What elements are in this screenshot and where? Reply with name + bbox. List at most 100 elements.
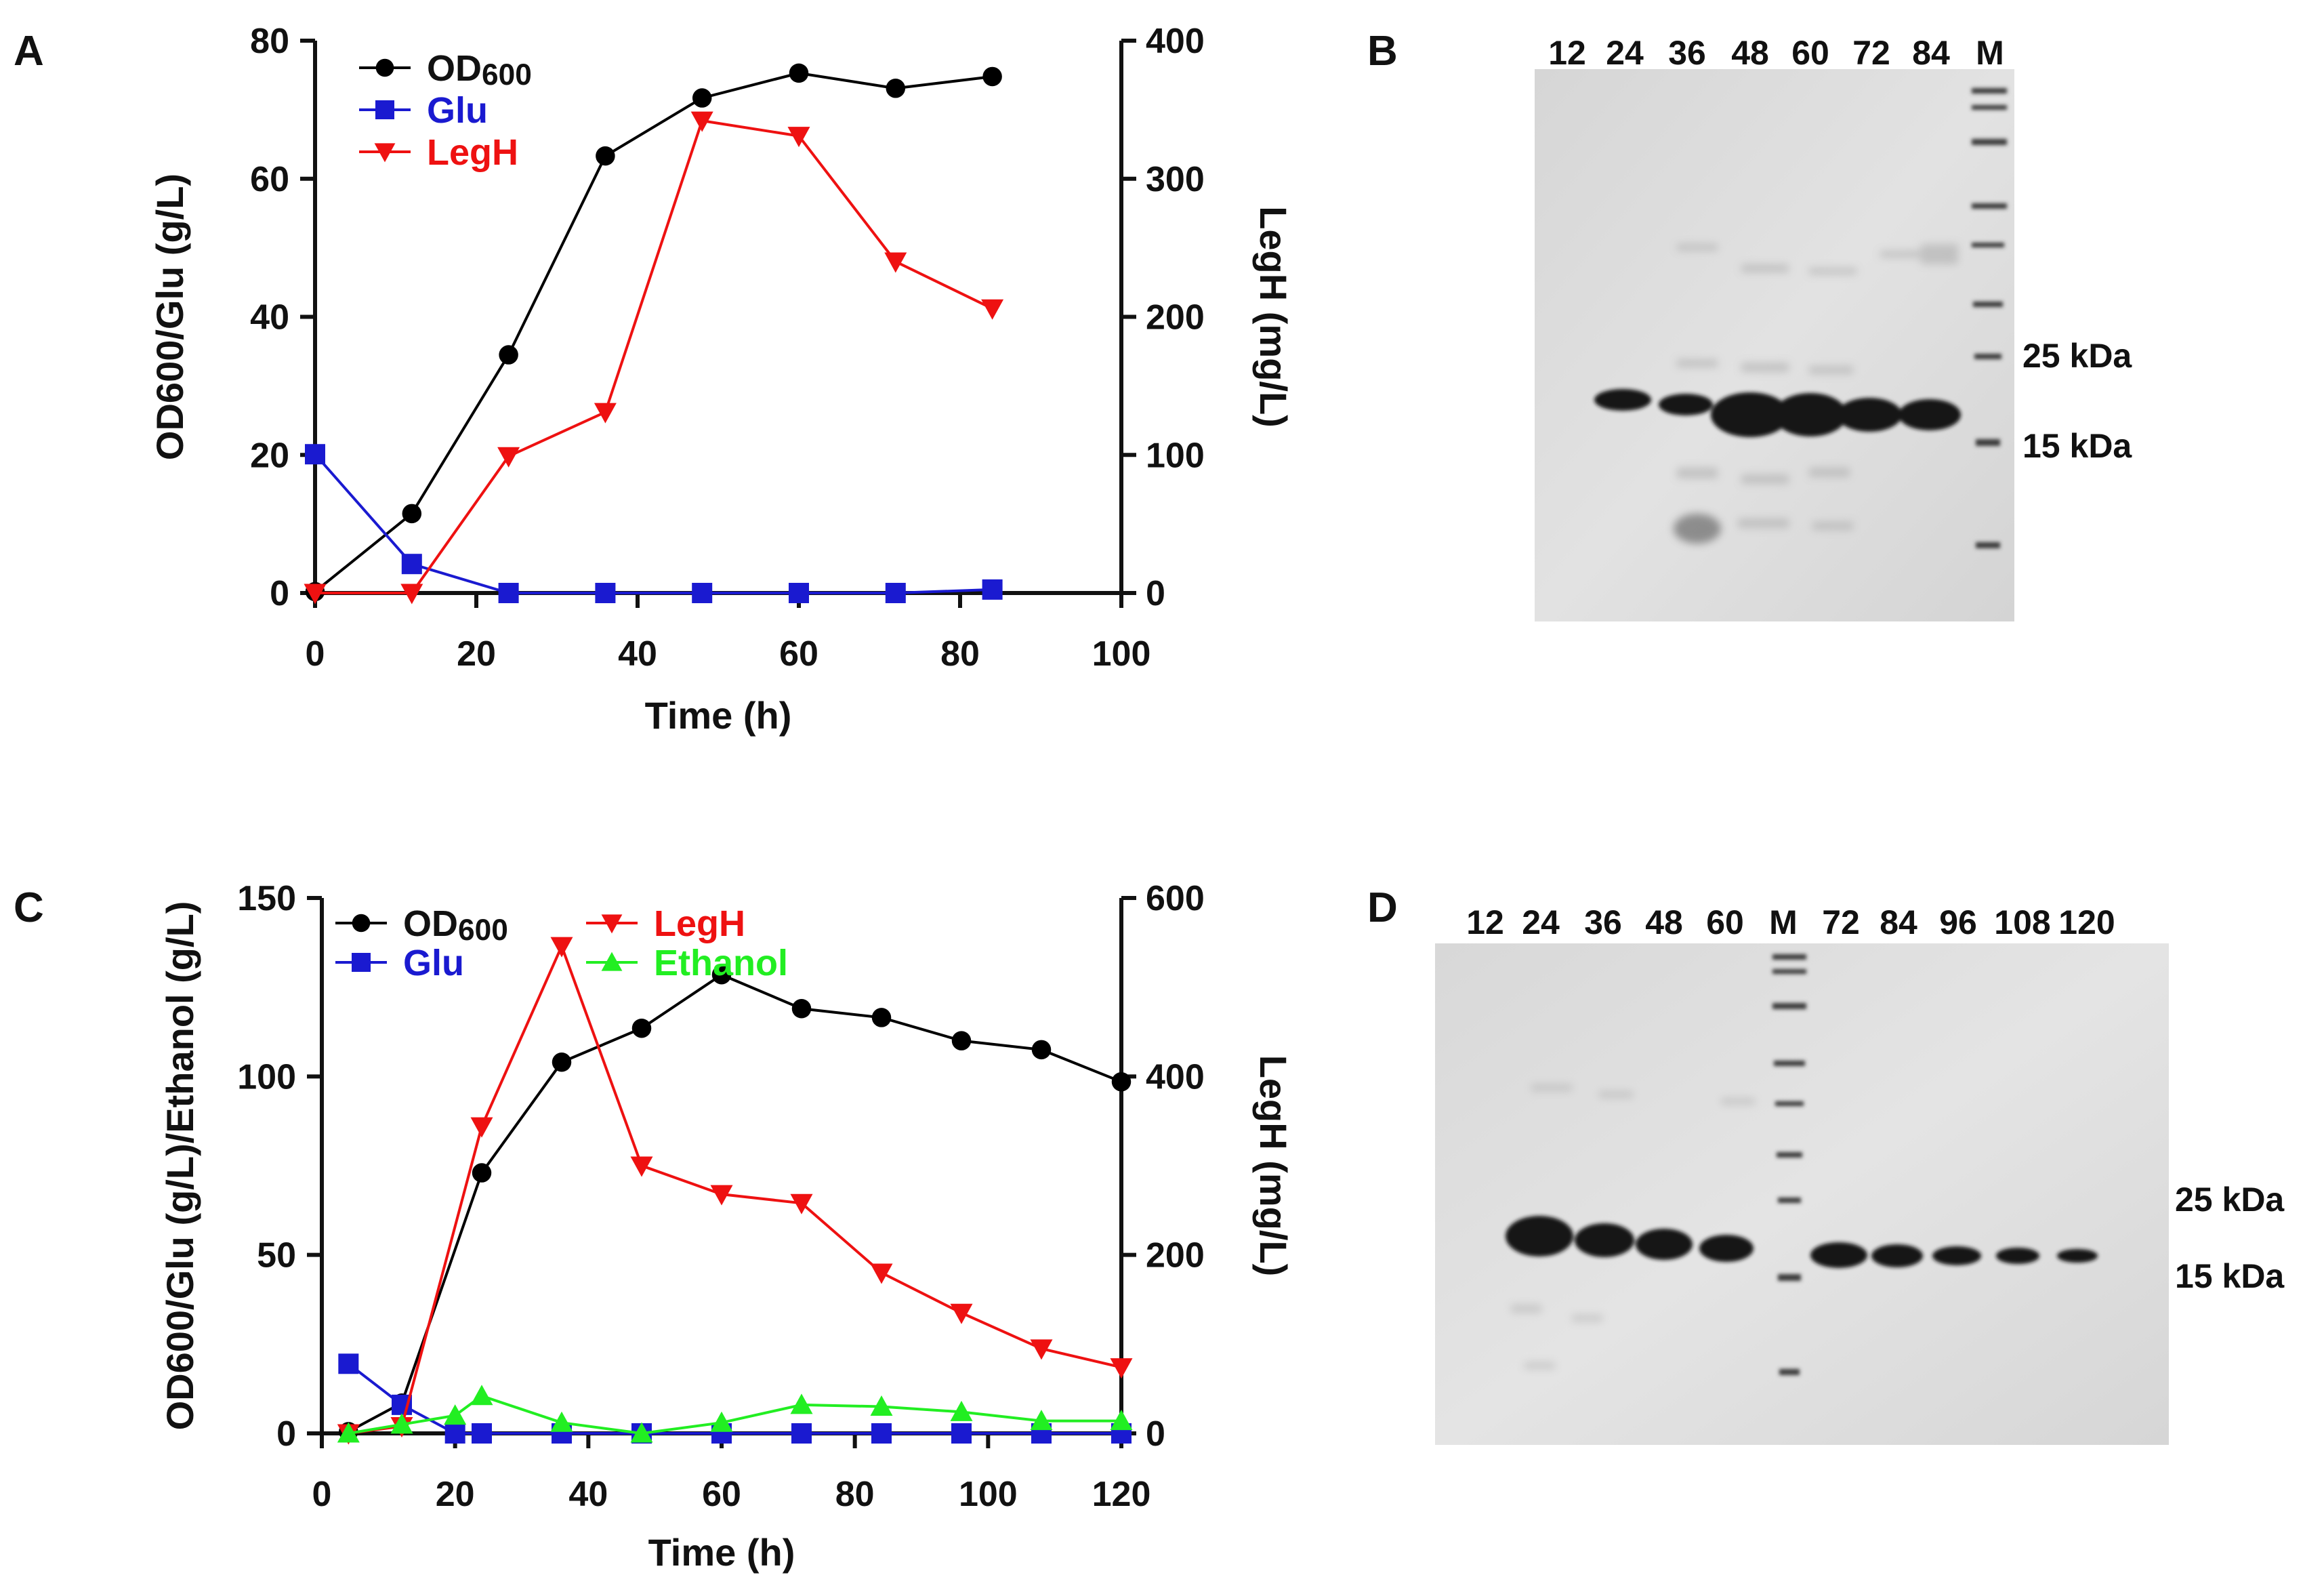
data-point xyxy=(552,1053,572,1072)
data-point xyxy=(375,100,394,119)
y-tick-label-right: 600 xyxy=(1146,879,1205,918)
panel-label-c: C xyxy=(14,884,44,931)
data-point xyxy=(374,143,396,163)
y-tick-label-left: 0 xyxy=(270,574,289,613)
x-tick-label: 20 xyxy=(436,1475,475,1514)
data-point xyxy=(375,58,394,77)
series-od xyxy=(339,964,1132,1442)
gel-lane-label: 84 xyxy=(1880,903,1917,941)
data-point xyxy=(982,66,1002,87)
data-point xyxy=(596,146,615,166)
gel-b-ladder xyxy=(1972,88,2007,548)
data-point xyxy=(981,299,1004,320)
y-tick-label-right: 100 xyxy=(1146,436,1205,475)
series-legh xyxy=(337,937,1133,1445)
data-point xyxy=(982,579,1003,600)
data-point xyxy=(950,1303,973,1324)
gel-band xyxy=(1699,1235,1754,1262)
data-point xyxy=(498,583,519,603)
data-point xyxy=(390,1413,413,1434)
y-axis-label-right: LegH (mg/L) xyxy=(1252,206,1295,428)
gel-lane-label: 72 xyxy=(1822,903,1860,941)
x-tick-label: 60 xyxy=(702,1475,741,1514)
data-point xyxy=(630,1422,653,1443)
gel-band xyxy=(1932,1246,1981,1265)
gel-lane-label: 12 xyxy=(1466,903,1504,941)
data-point xyxy=(631,1018,652,1038)
data-point xyxy=(690,111,713,132)
series-line xyxy=(348,973,1122,1433)
data-point xyxy=(1111,1071,1132,1092)
data-point xyxy=(871,1008,892,1027)
data-point xyxy=(1030,1339,1053,1360)
legend-subscript: 600 xyxy=(482,58,532,91)
gel-b-smear-36 xyxy=(1674,514,1721,544)
gel-lane-label: 84 xyxy=(1912,34,1950,72)
data-point xyxy=(352,953,371,972)
y-tick-label-right: 300 xyxy=(1146,160,1205,199)
y-tick-label-right: 200 xyxy=(1146,298,1205,338)
gel-lane-label: 36 xyxy=(1668,34,1706,72)
data-point xyxy=(472,1423,492,1444)
panel-label-b: B xyxy=(1367,28,1398,75)
data-point xyxy=(787,127,810,148)
gel-b-lane-labels: 12 24 36 48 60 72 84 M xyxy=(1548,34,2004,72)
y-axis-label-left: OD600/Glu (g/L)/Ethanol (g/L) xyxy=(159,901,201,1431)
x-tick-label: 40 xyxy=(618,634,657,674)
gel-band xyxy=(1575,1223,1634,1257)
x-tick-label: 120 xyxy=(1092,1475,1151,1514)
gel-d-marker-25: 25 kDa xyxy=(2175,1181,2285,1219)
gel-band xyxy=(1898,399,1961,430)
data-point xyxy=(692,88,712,108)
data-point xyxy=(871,1423,892,1444)
data-point xyxy=(444,1404,467,1425)
data-point xyxy=(402,504,422,524)
gel-b-background xyxy=(1535,69,2014,621)
series-ethanol xyxy=(337,1385,1133,1443)
data-point xyxy=(1031,1040,1052,1060)
x-tick-label: 60 xyxy=(779,634,818,674)
gel-lane-label: 72 xyxy=(1852,34,1890,72)
data-point xyxy=(472,1163,492,1183)
y-tick-label-right: 0 xyxy=(1146,1414,1165,1454)
series-line xyxy=(315,119,993,594)
series-line xyxy=(348,942,1122,1435)
data-point xyxy=(550,1411,573,1432)
data-point xyxy=(790,1193,813,1214)
gel-band xyxy=(1636,1229,1693,1260)
data-point xyxy=(550,937,573,958)
y-tick-label-right: 0 xyxy=(1146,574,1165,613)
y-tick-label-left: 150 xyxy=(237,879,296,918)
data-point xyxy=(470,1117,493,1138)
x-tick-label: 0 xyxy=(306,634,325,674)
series-od xyxy=(305,63,1002,602)
gel-band xyxy=(1810,1242,1867,1268)
gel-lane-label: 24 xyxy=(1522,903,1560,941)
data-point xyxy=(499,345,518,365)
legend-label-od: OD600 xyxy=(403,903,508,947)
data-point xyxy=(710,1411,733,1432)
gel-band xyxy=(1996,1248,2039,1264)
data-point xyxy=(595,583,616,603)
gel-band xyxy=(1774,393,1847,436)
gel-lane-label: 60 xyxy=(1706,903,1744,941)
gel-lane-label: 60 xyxy=(1791,34,1829,72)
panel-label-a: A xyxy=(14,28,44,75)
data-point xyxy=(870,1395,893,1416)
data-point xyxy=(601,952,623,971)
x-tick-label: 0 xyxy=(312,1475,332,1514)
y-tick-label-left: 60 xyxy=(250,160,289,199)
data-point xyxy=(1110,1410,1133,1431)
panel-label-d: D xyxy=(1367,884,1398,931)
x-axis-label: Time (h) xyxy=(645,694,792,737)
data-point xyxy=(711,964,732,985)
y-axis-label-left: OD600/Glu (g/L) xyxy=(148,173,191,460)
data-point xyxy=(1030,1410,1053,1431)
gel-panel-b: 12 24 36 48 60 72 84 M 25 kDa 15 kDa xyxy=(1535,34,2132,621)
data-point xyxy=(470,1385,493,1406)
data-point xyxy=(497,447,520,468)
data-point xyxy=(790,1393,813,1414)
y-axis-label-right: LegH (mg/L) xyxy=(1252,1055,1295,1277)
